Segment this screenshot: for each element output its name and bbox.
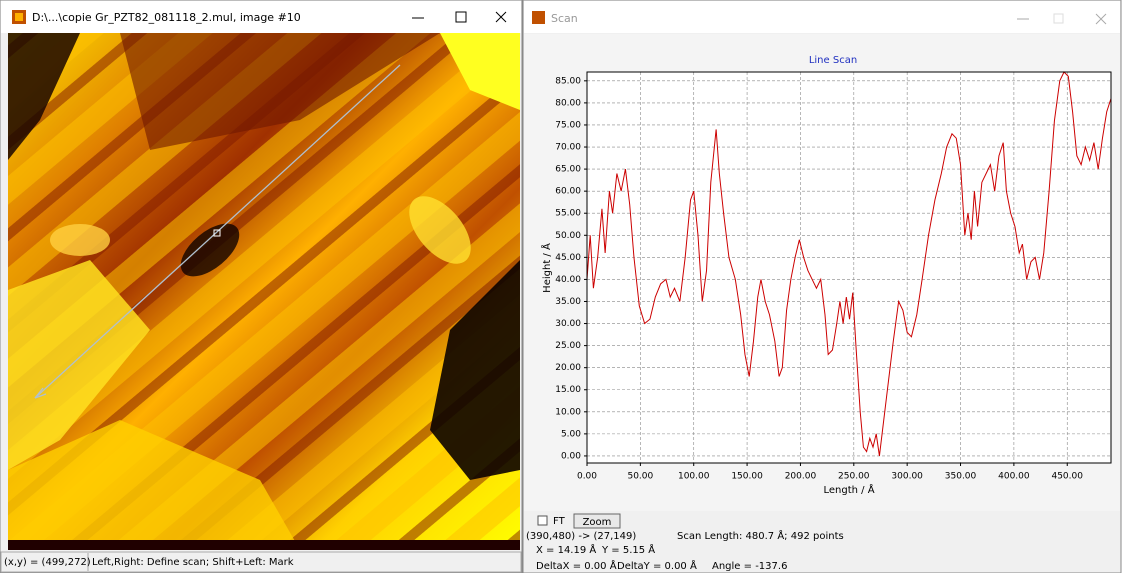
close-button[interactable]: [495, 11, 507, 23]
y-tick-label: 30.00: [555, 319, 581, 329]
title-bar: [1, 1, 521, 33]
y-tick-label: 75.00: [555, 120, 581, 130]
cursor-y: Y = 5.15 Å: [601, 543, 655, 556]
window-title: Scan: [551, 12, 578, 25]
status-hint: Left,Right: Define scan; Shift+Left: Mar…: [92, 557, 294, 568]
x-axis-label: Length / Å: [823, 483, 874, 496]
y-tick-label: 35.00: [555, 297, 581, 307]
afm-dark: [430, 260, 520, 480]
info-panel: [524, 511, 1120, 572]
chart-title: Line Scan: [809, 55, 857, 66]
y-tick-label: 25.00: [555, 341, 581, 351]
y-tick-label: 85.00: [555, 76, 581, 86]
app-icon-inner: [15, 13, 23, 21]
y-tick-label: 15.00: [555, 385, 581, 395]
y-tick-label: 65.00: [555, 165, 581, 175]
y-tick-label: 70.00: [555, 143, 581, 153]
afm-bright: [440, 33, 520, 110]
status-bar: [0, 551, 522, 573]
x-tick-label: 400.00: [998, 472, 1030, 482]
scan-line[interactable]: [34, 64, 401, 399]
afm-dark: [8, 33, 80, 160]
angle: Angle = -137.6: [712, 561, 787, 572]
window-title: D:\...\copie Gr_PZT82_081118_2.mul, imag…: [32, 11, 301, 24]
y-tick-label: 80.00: [555, 98, 581, 108]
afm-bright: [50, 224, 110, 256]
afm-bright: [409, 196, 471, 264]
afm-edge: [8, 540, 520, 550]
y-tick-label: 20.00: [555, 363, 581, 373]
endpoints: (390,480) -> (27,149): [526, 531, 636, 542]
app-icon: [532, 11, 545, 24]
x-tick-label: 0.00: [577, 472, 597, 482]
zoom-button[interactable]: [573, 513, 621, 529]
x-tick-label: 50.00: [627, 472, 653, 482]
afm-bright: [8, 420, 300, 550]
delta-y: DeltaY = 0.00 Å: [617, 559, 697, 572]
plot-background: [587, 72, 1111, 463]
y-tick-label: 10.00: [555, 407, 581, 417]
y-axis-label: Height / Å: [540, 243, 553, 293]
x-tick-label: 100.00: [678, 472, 710, 482]
plot-frame: [586, 71, 1112, 464]
zoom-button-label: Zoom: [583, 517, 612, 528]
image-window: D:\...\copie Gr_PZT82_081118_2.mul, imag…: [0, 0, 523, 573]
ft-label: FT: [553, 516, 566, 527]
plot: 0.00 5.00 10.00 15.00 20.00 25.00 30.00 35.00 40…: [555, 71, 1112, 482]
y-tick-label: 40.00: [555, 275, 581, 285]
y-tick-label: 45.00: [555, 253, 581, 263]
maximize-button[interactable]: [455, 11, 467, 23]
status-position: (x,y) = (499,272): [4, 557, 91, 568]
scan-arrow: [34, 387, 47, 399]
title-bar: [524, 1, 1120, 33]
x-tick-label: 250.00: [838, 472, 870, 482]
y-tick-label: 60.00: [555, 187, 581, 197]
delta-x: DeltaX = 0.00 Å: [536, 559, 617, 572]
x-tick-label: 300.00: [891, 472, 923, 482]
scan-length: Scan Length: 480.7 Å; 492 points: [677, 529, 844, 542]
scan-window: Scan Line Scan 0.00 5.00 10.00 15.00 20.00 25…: [522, 0, 1122, 573]
y-tick-label: 5.00: [561, 429, 581, 439]
close-button[interactable]: [1095, 13, 1107, 25]
afm-image[interactable]: [8, 33, 520, 550]
maximize-button: [1053, 13, 1064, 24]
ft-checkbox[interactable]: [537, 515, 548, 526]
cursor-x: X = 14.19 Å: [536, 543, 596, 556]
afm-dark: [180, 223, 240, 277]
y-tick-label: 55.00: [555, 209, 581, 219]
line-series: [586, 71, 1112, 457]
afm-dark: [120, 33, 440, 150]
afm-bright: [8, 260, 150, 470]
x-tick-label: 350.00: [945, 472, 977, 482]
y-tick-label: 0.00: [561, 451, 581, 461]
x-tick-label: 450.00: [1051, 472, 1083, 482]
x-tick-label: 200.00: [785, 472, 817, 482]
scan-mid-handle[interactable]: [213, 229, 221, 237]
y-tick-label: 50.00: [555, 231, 581, 241]
x-tick-label: 150.00: [731, 472, 763, 482]
